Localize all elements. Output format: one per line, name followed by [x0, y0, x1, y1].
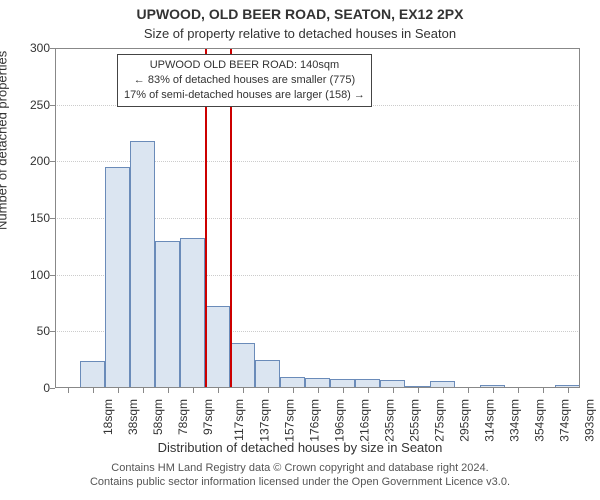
xtick-label: 295sqm: [457, 399, 471, 442]
xtick-mark: [268, 388, 269, 393]
xtick-mark: [493, 388, 494, 393]
xtick-label: 314sqm: [482, 399, 496, 442]
xtick-mark: [393, 388, 394, 393]
ytick-label: 100: [30, 268, 50, 282]
xtick-mark: [218, 388, 219, 393]
xtick-mark: [343, 388, 344, 393]
xtick-mark: [143, 388, 144, 393]
plot-area: 05010015020025030018sqm38sqm58sqm78sqm97…: [55, 48, 580, 388]
xtick-label: 275sqm: [432, 399, 446, 442]
xtick-label: 235sqm: [382, 399, 396, 442]
ytick-label: 300: [30, 41, 50, 55]
xtick-mark: [193, 388, 194, 393]
y-axis-label: Number of detached properties: [0, 51, 10, 230]
xtick-label: 374sqm: [557, 399, 571, 442]
xtick-label: 334sqm: [507, 399, 521, 442]
xtick-label: 117sqm: [231, 399, 245, 441]
xtick-label: 354sqm: [532, 399, 546, 442]
xtick-mark: [243, 388, 244, 393]
plot-border: [55, 48, 580, 388]
figure: UPWOOD, OLD BEER ROAD, SEATON, EX12 2PX …: [0, 0, 600, 500]
xtick-label: 97sqm: [201, 399, 215, 435]
chart-title: UPWOOD, OLD BEER ROAD, SEATON, EX12 2PX: [0, 6, 600, 22]
xtick-mark: [318, 388, 319, 393]
xtick-label: 157sqm: [282, 399, 296, 442]
xtick-mark: [568, 388, 569, 393]
xtick-label: 58sqm: [151, 399, 165, 435]
ytick-label: 150: [30, 211, 50, 225]
xtick-mark: [468, 388, 469, 393]
xtick-label: 18sqm: [101, 399, 115, 435]
attribution-line2: Contains public sector information licen…: [0, 476, 600, 490]
attribution-line1: Contains HM Land Registry data © Crown c…: [0, 462, 600, 476]
ytick-label: 0: [43, 381, 50, 395]
ytick-label: 200: [30, 154, 50, 168]
x-axis-label: Distribution of detached houses by size …: [0, 440, 600, 455]
xtick-mark: [93, 388, 94, 393]
xtick-label: 137sqm: [257, 399, 271, 442]
xtick-label: 38sqm: [126, 399, 140, 435]
xtick-mark: [418, 388, 419, 393]
xtick-mark: [293, 388, 294, 393]
xtick-mark: [168, 388, 169, 393]
xtick-label: 176sqm: [307, 399, 321, 442]
xtick-mark: [118, 388, 119, 393]
xtick-mark: [68, 388, 69, 393]
ytick-mark: [50, 388, 55, 389]
ytick-label: 250: [30, 98, 50, 112]
ytick-label: 50: [37, 324, 50, 338]
xtick-label: 78sqm: [176, 399, 190, 435]
attribution: Contains HM Land Registry data © Crown c…: [0, 462, 600, 490]
xtick-mark: [518, 388, 519, 393]
xtick-label: 216sqm: [357, 399, 371, 442]
xtick-label: 196sqm: [332, 399, 346, 442]
xtick-label: 393sqm: [582, 399, 596, 442]
xtick-mark: [443, 388, 444, 393]
xtick-mark: [543, 388, 544, 393]
xtick-mark: [368, 388, 369, 393]
xtick-label: 255sqm: [407, 399, 421, 442]
chart-subtitle: Size of property relative to detached ho…: [0, 26, 600, 41]
